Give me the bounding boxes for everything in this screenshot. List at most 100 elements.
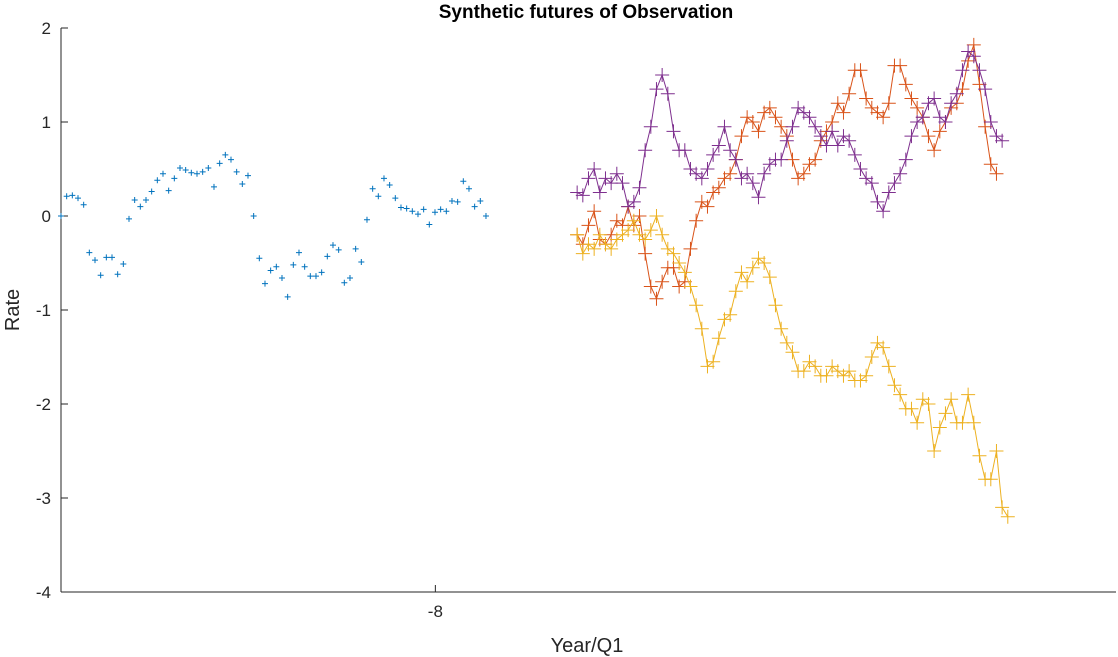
series-3-point xyxy=(938,115,953,129)
series-3-point xyxy=(853,162,868,176)
series-2-point xyxy=(626,213,641,228)
series-3-point xyxy=(615,176,630,191)
series-2-point xyxy=(762,270,777,285)
series-0-point xyxy=(290,261,297,268)
series-0-point xyxy=(131,197,138,204)
plot-area: 2 1 0 -1 -2 -3 -4 -8 xyxy=(36,19,1116,621)
series-3-point xyxy=(694,171,709,186)
series-3-point xyxy=(944,96,959,111)
series-1-line xyxy=(576,44,997,301)
series-0-point xyxy=(261,280,268,287)
series-3-point xyxy=(972,63,987,78)
series-1-point xyxy=(921,129,936,144)
series-3-point xyxy=(575,188,590,203)
series-1-point xyxy=(910,100,925,115)
series-3-point xyxy=(774,152,789,167)
series-1-point xyxy=(745,115,760,129)
series-2-point xyxy=(683,279,698,294)
series-1-point xyxy=(689,213,704,228)
series-3-point xyxy=(808,119,823,134)
series-2-point xyxy=(723,307,738,322)
series-2-point xyxy=(740,274,755,289)
series-3-point xyxy=(745,176,760,191)
series-0-point xyxy=(392,195,399,202)
series-2-point xyxy=(819,368,834,383)
series-2-point xyxy=(944,392,959,407)
series-0-point xyxy=(69,192,76,199)
series-0-point xyxy=(431,209,438,216)
series-1-point xyxy=(711,180,726,195)
series-0-point xyxy=(233,168,240,175)
series-1-point xyxy=(927,143,942,158)
series-3-point xyxy=(643,119,658,134)
series-3-point xyxy=(842,133,857,148)
series-1-point xyxy=(796,166,811,181)
series-3-point xyxy=(898,152,913,167)
series-1-point xyxy=(581,218,596,233)
series-2-point xyxy=(643,223,658,238)
series-2-point xyxy=(757,256,772,270)
series-0-point xyxy=(210,183,217,190)
series-0-point xyxy=(403,205,410,212)
series-1-point xyxy=(734,129,749,144)
series-0-point xyxy=(284,293,291,300)
y-tick-label: 1 xyxy=(42,113,51,132)
series-2-point xyxy=(989,444,1004,458)
series-0-point xyxy=(460,178,467,185)
series-0-point xyxy=(91,257,98,264)
series-2-point xyxy=(808,359,823,374)
series-2-point xyxy=(842,364,857,379)
series-0-point xyxy=(409,208,416,215)
series-2-point xyxy=(638,232,653,247)
series-0-point xyxy=(278,275,285,282)
series-1-point xyxy=(859,91,874,106)
series-1-point xyxy=(768,110,783,125)
series-0-point xyxy=(244,172,251,179)
series-0-point xyxy=(193,170,200,177)
series-3-point xyxy=(995,133,1010,148)
series-2-point xyxy=(910,415,925,430)
series-3-point xyxy=(978,82,993,97)
series-1-point xyxy=(881,96,896,111)
series-0-point xyxy=(227,156,234,163)
series-0-point xyxy=(341,279,348,286)
series-0-point xyxy=(74,195,81,202)
series-0-point xyxy=(471,203,478,210)
series-0-point xyxy=(188,169,195,176)
y-axis-label: Rate xyxy=(2,289,24,331)
series-0-point xyxy=(437,206,444,213)
series-2-point xyxy=(927,444,942,458)
series-0-point xyxy=(318,269,325,276)
series-2-point xyxy=(768,298,783,313)
series-2-point xyxy=(621,223,636,238)
series-1-point xyxy=(587,204,602,219)
series-3-point xyxy=(638,143,653,158)
series-3-point xyxy=(587,162,602,176)
series-3-point xyxy=(955,63,970,78)
series-3-point xyxy=(864,176,879,191)
series-1-point xyxy=(989,166,1004,181)
series-0-point xyxy=(199,168,206,175)
series-3-point xyxy=(626,194,641,209)
series-0-point xyxy=(307,273,314,280)
series-0-point xyxy=(80,201,87,208)
series-2-point xyxy=(904,401,919,416)
series-3-point xyxy=(677,143,692,158)
series-3-point xyxy=(592,185,607,200)
series-3-point xyxy=(570,185,585,200)
series-3-point xyxy=(813,129,828,144)
series-2-point xyxy=(745,260,760,275)
series-2-point xyxy=(876,340,891,355)
series-3-point xyxy=(655,68,670,82)
series-0-point xyxy=(380,175,387,182)
series-1-point xyxy=(643,279,658,294)
series-2-point xyxy=(666,246,681,261)
series-2-point xyxy=(706,354,721,369)
series-2-point xyxy=(587,241,602,256)
series-0-point xyxy=(58,213,64,219)
series-3-point xyxy=(983,115,998,129)
series-2-point xyxy=(932,420,947,435)
series-3-point xyxy=(825,124,840,139)
series-2-point xyxy=(796,364,811,379)
series-0-point xyxy=(420,206,427,213)
